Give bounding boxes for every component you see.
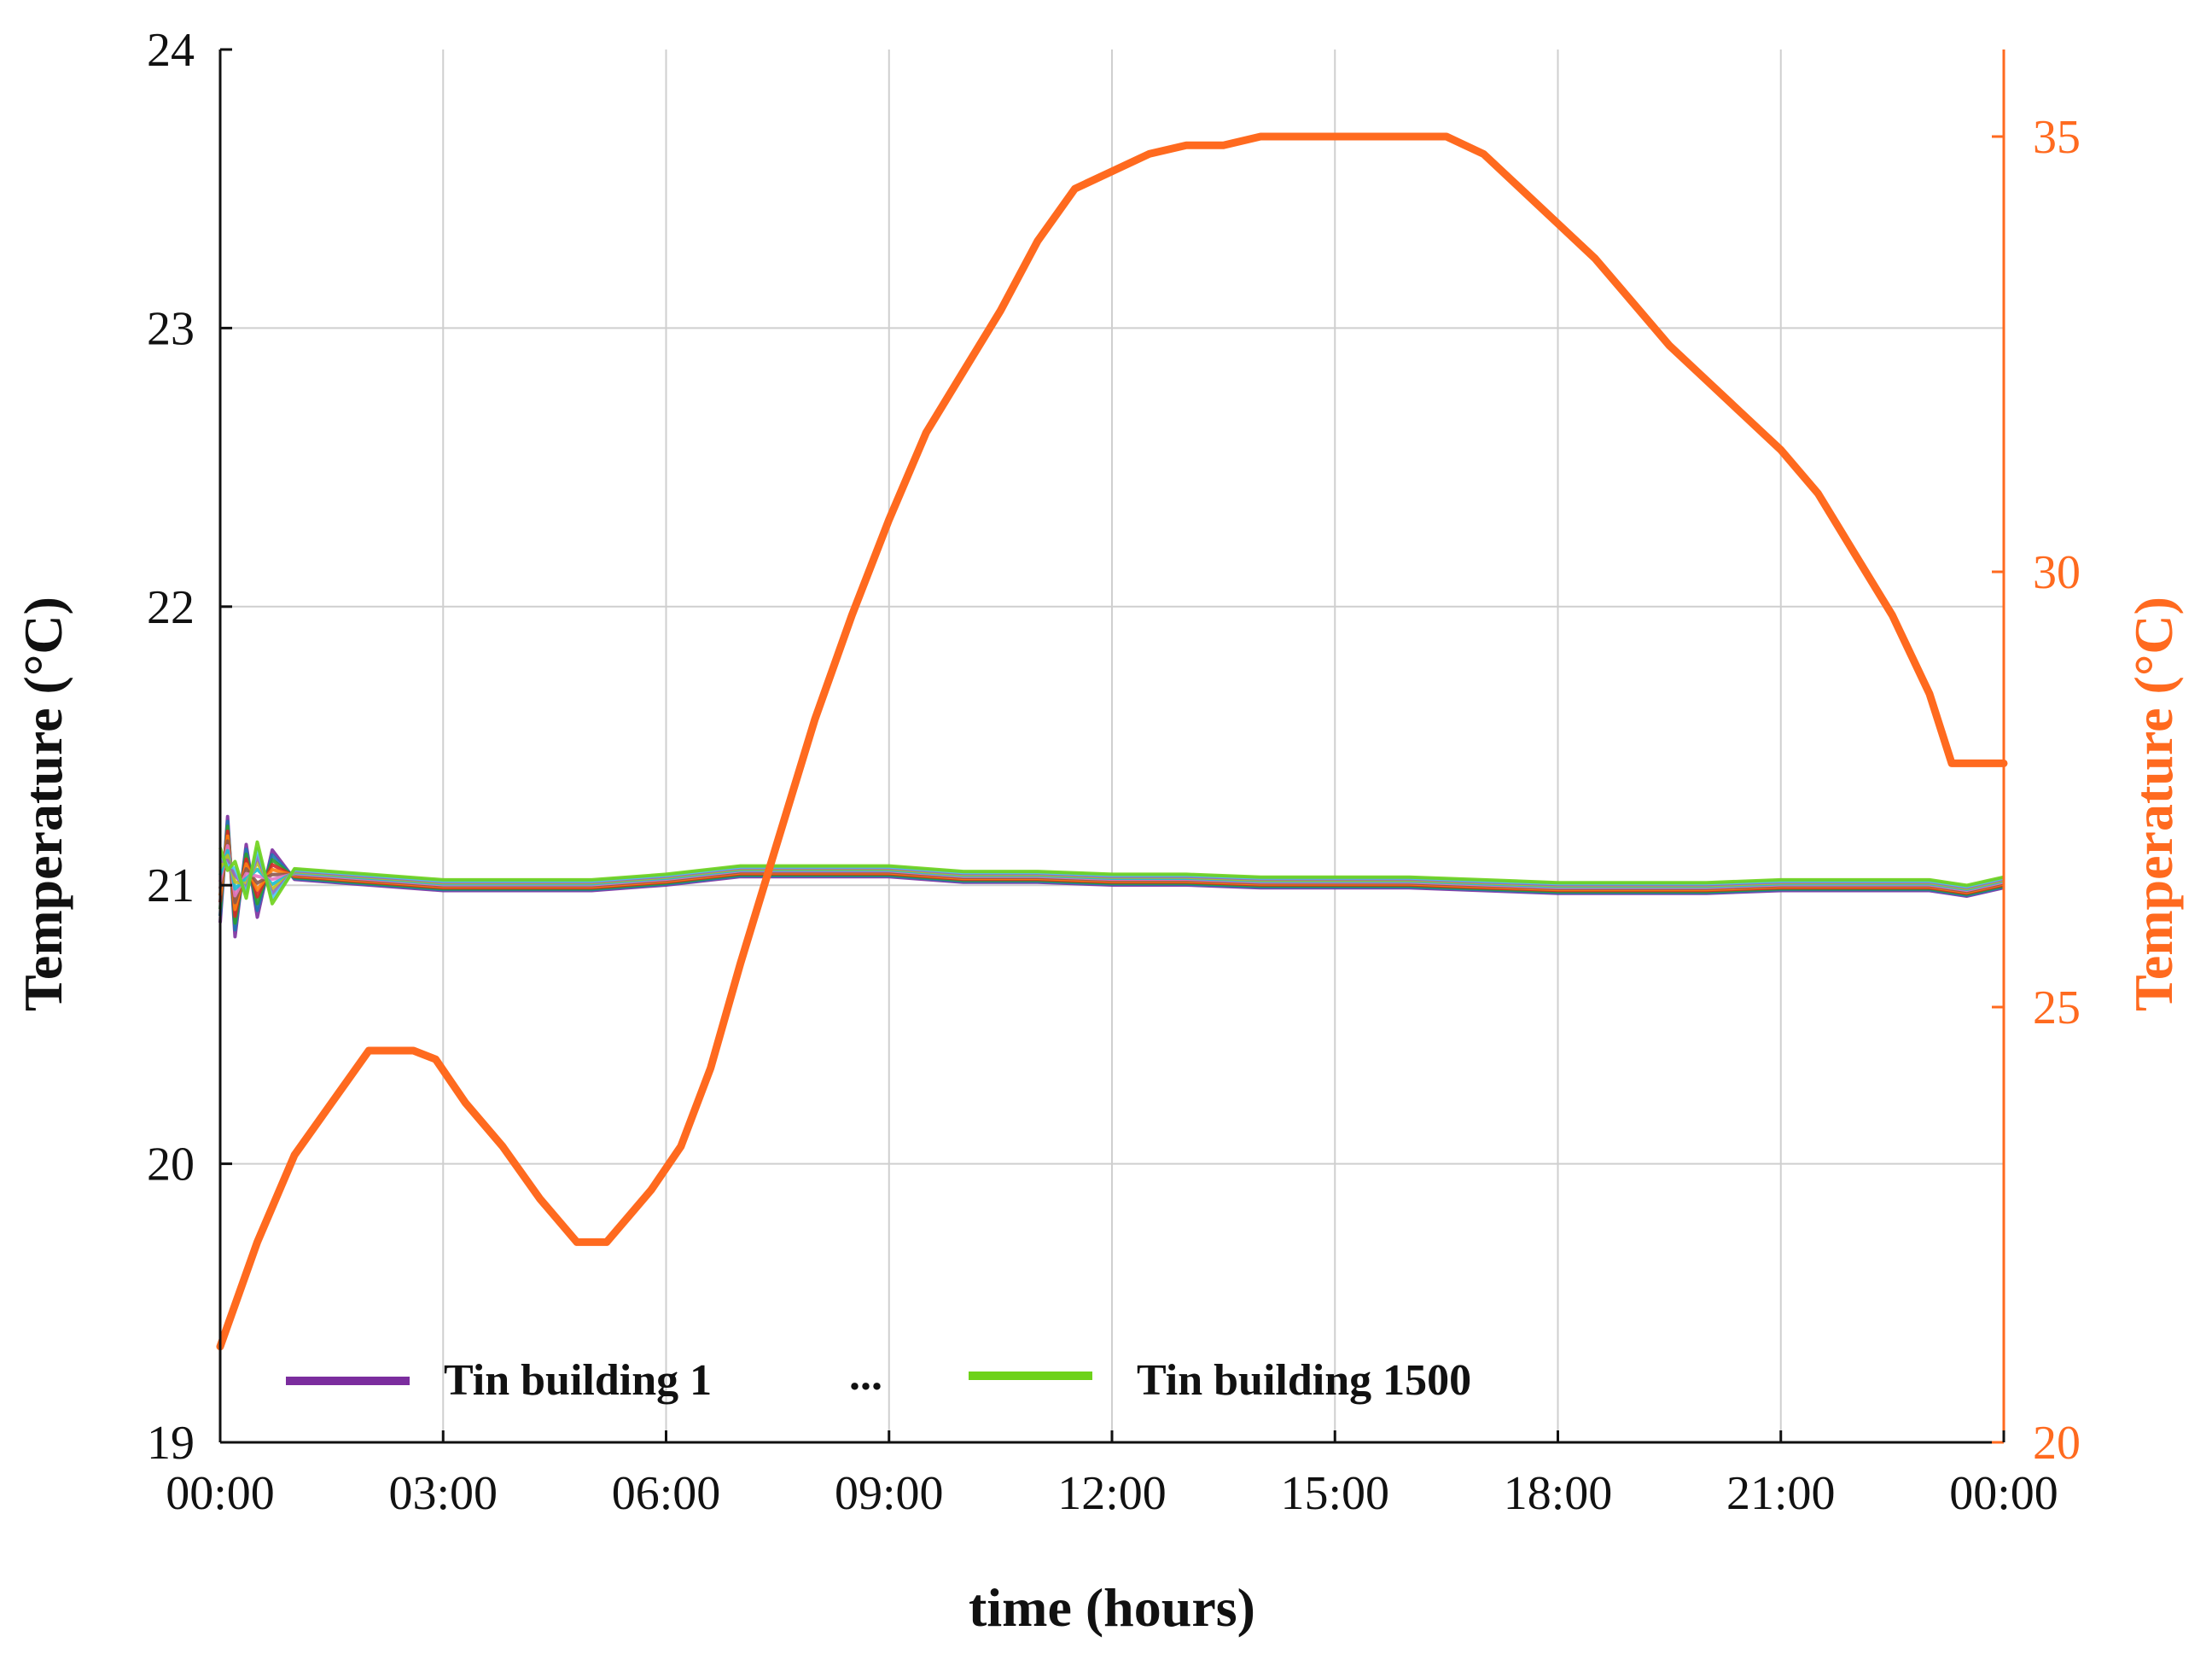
x-tick-label: 09:00 bbox=[835, 1467, 944, 1520]
x-tick-label: 06:00 bbox=[612, 1467, 721, 1520]
right-y-axis-label: Temperature (°C) bbox=[2123, 597, 2184, 1011]
x-tick-label: 12:00 bbox=[1057, 1467, 1167, 1520]
left-y-tick-label: 21 bbox=[147, 859, 195, 912]
x-tick-label: 21:00 bbox=[1726, 1467, 1836, 1520]
x-axis-label: time (hours) bbox=[969, 1577, 1255, 1638]
x-tick-label: 03:00 bbox=[388, 1467, 498, 1520]
grid-lines bbox=[220, 50, 2004, 1442]
right-y-tick-label: 25 bbox=[2033, 981, 2081, 1034]
legend-ellipsis: ... bbox=[849, 1351, 882, 1400]
x-tick-label: 18:00 bbox=[1504, 1467, 1613, 1520]
left-y-tick-label: 19 bbox=[147, 1417, 195, 1470]
left-y-tick-label: 22 bbox=[147, 581, 195, 634]
right-y-tick-labels: 20 25 30 35 bbox=[2033, 111, 2081, 1470]
left-y-tick-label: 24 bbox=[147, 24, 195, 77]
legend-label-last: Tin building 1500 bbox=[1137, 1356, 1471, 1405]
left-y-tick-label: 23 bbox=[147, 302, 195, 355]
outdoor-temperature-line bbox=[216, 132, 2008, 1351]
left-y-tick-labels: 19 20 21 22 23 24 bbox=[147, 24, 195, 1470]
outdoor-temperature-series-group bbox=[216, 132, 2008, 1351]
left-y-axis-label: Temperature (°C) bbox=[13, 597, 73, 1011]
x-tick-label: 15:00 bbox=[1280, 1467, 1389, 1520]
x-tick-labels: 00:00 03:00 06:00 09:00 12:00 15:00 18:00 21:00… bbox=[166, 1467, 2058, 1520]
right-y-tick-label: 20 bbox=[2033, 1417, 2081, 1470]
x-tick-label: 00:00 bbox=[166, 1467, 275, 1520]
legend: Tin building 1 ... Tin building 1500 bbox=[286, 1351, 1471, 1405]
right-y-tick-label: 30 bbox=[2033, 546, 2081, 599]
axes bbox=[218, 48, 2005, 1444]
x-tick-label: 00:00 bbox=[1949, 1467, 2058, 1520]
right-y-tick-label: 35 bbox=[2033, 111, 2081, 164]
legend-label-first: Tin building 1 bbox=[444, 1356, 712, 1405]
ensemble-series-group bbox=[218, 814, 2005, 939]
ensemble-line bbox=[218, 840, 2005, 906]
left-y-tick-label: 20 bbox=[147, 1139, 195, 1191]
